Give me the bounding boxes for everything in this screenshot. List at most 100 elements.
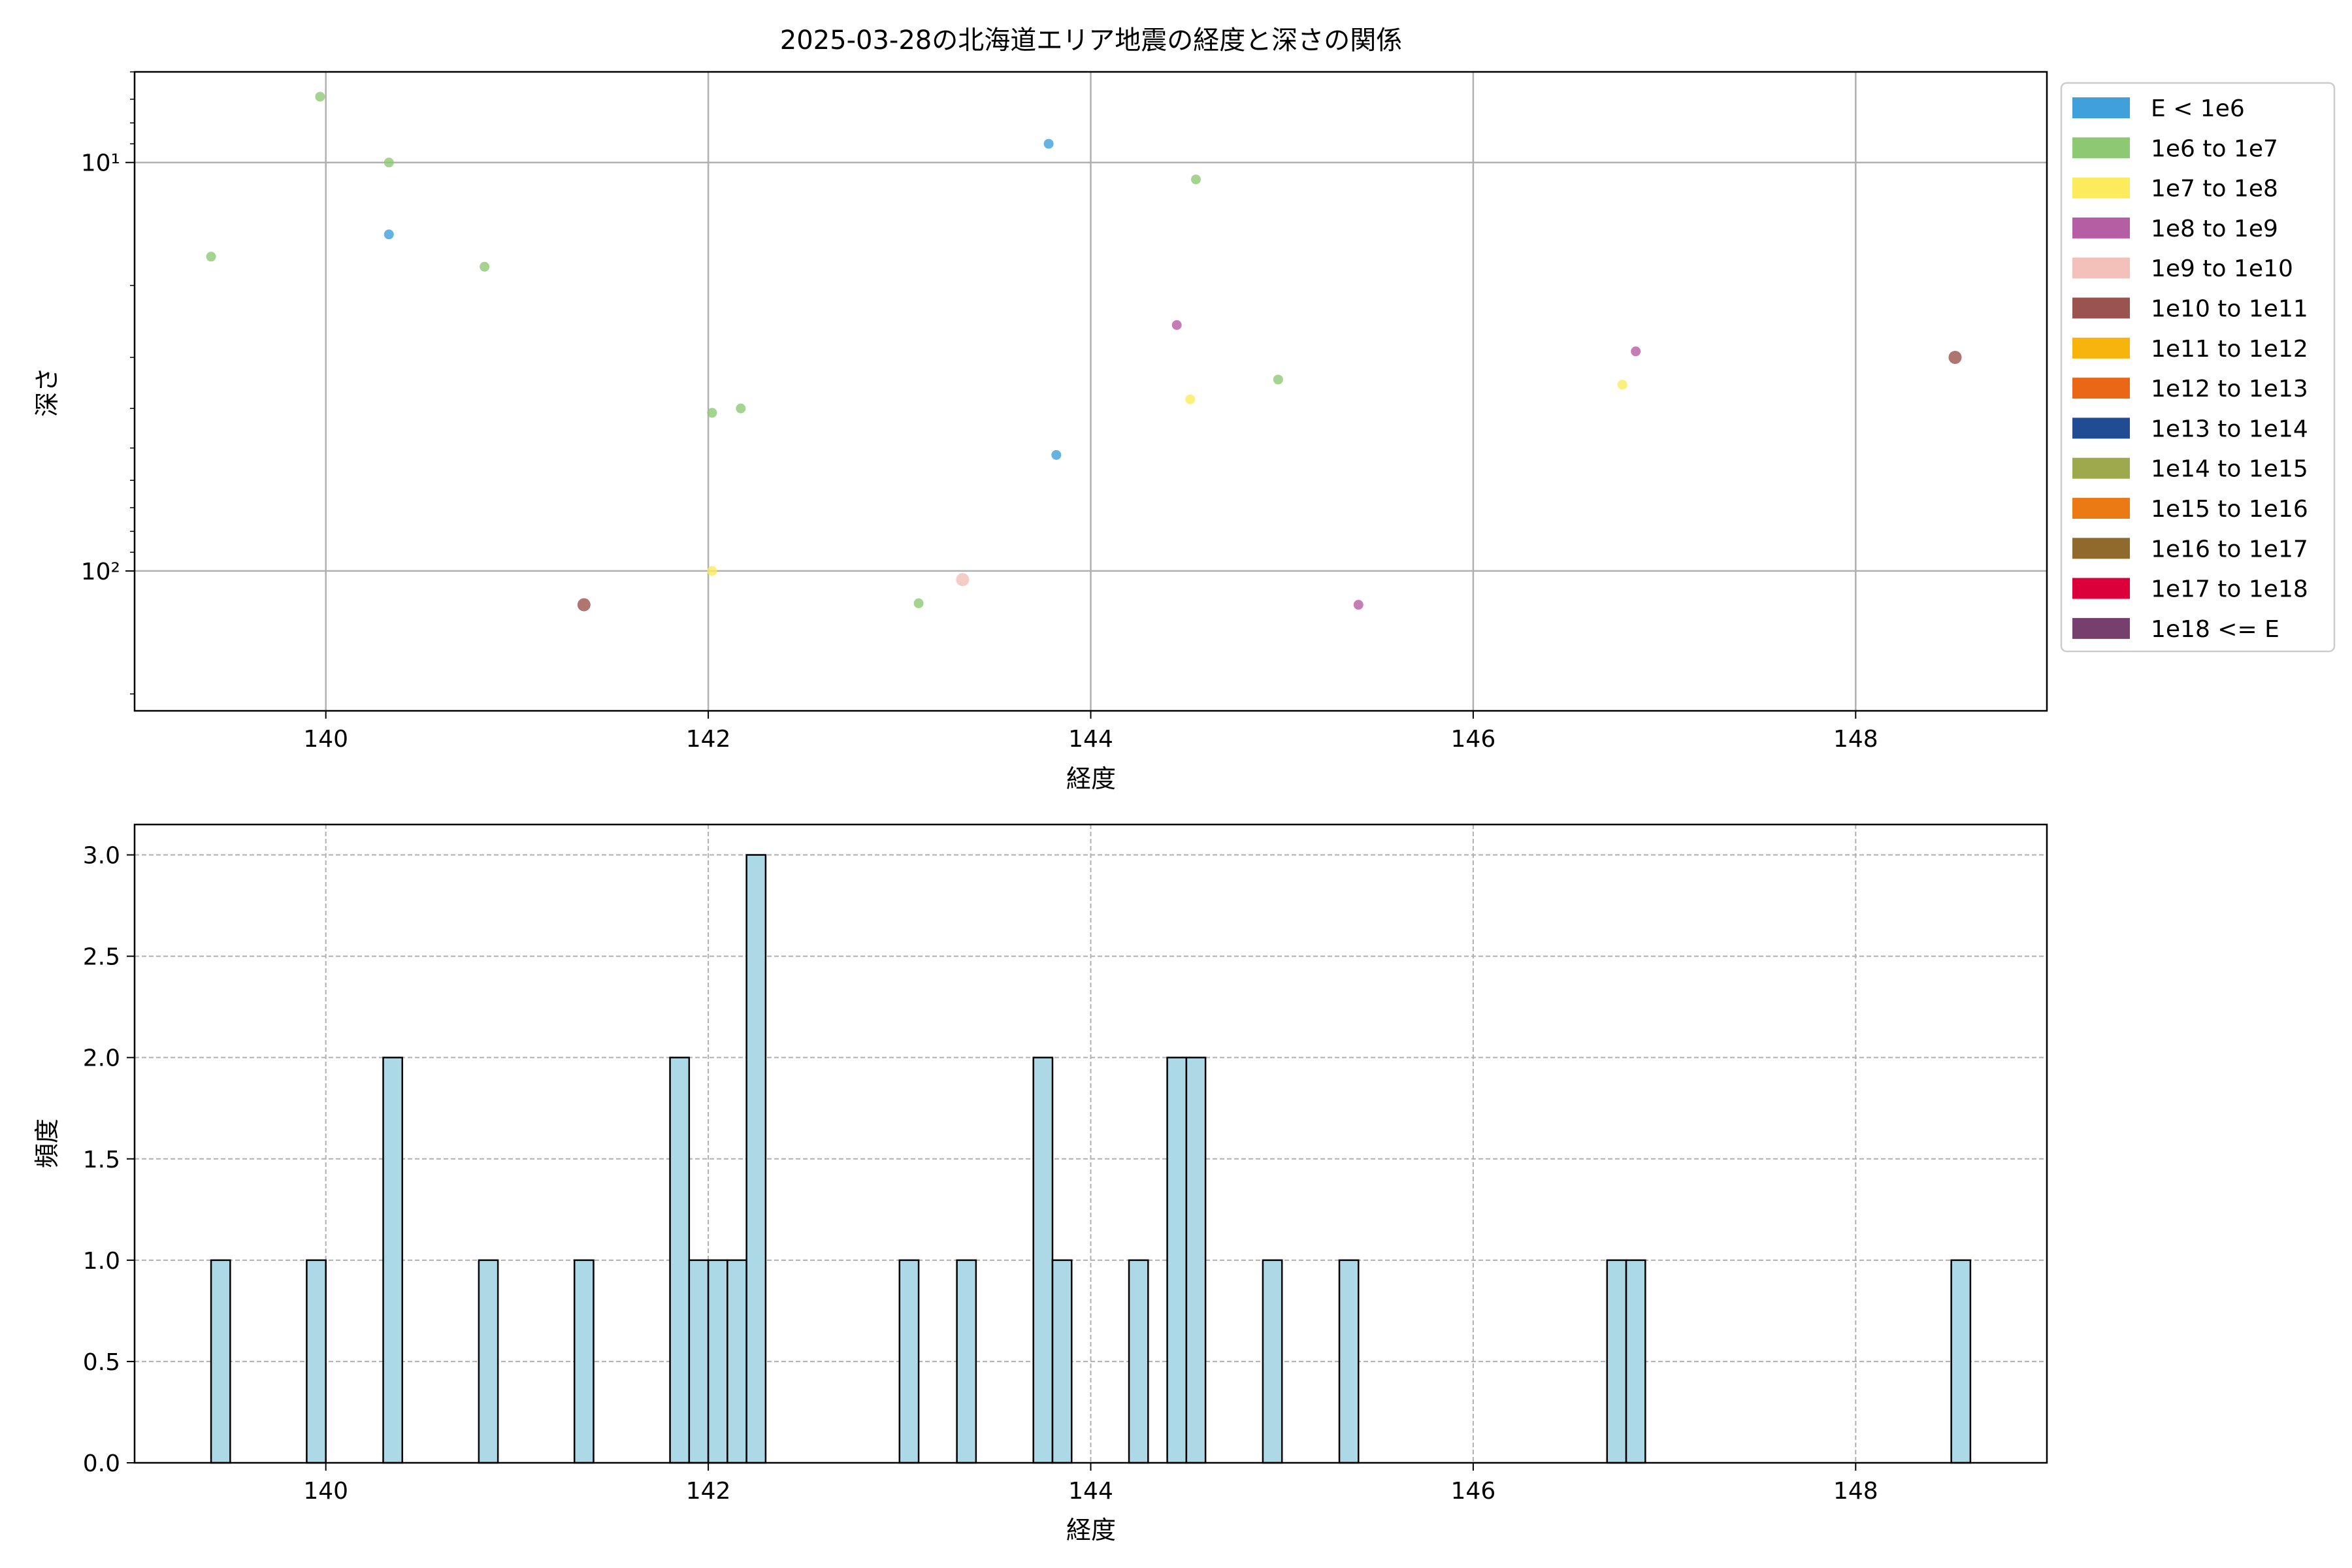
histogram-bar (745, 854, 767, 1464)
histogram-bar (1950, 1259, 1972, 1464)
histogram-bar (1338, 1259, 1360, 1464)
scatter-point (1631, 346, 1641, 357)
histogram-bar (707, 1259, 728, 1464)
legend-swatch (2072, 457, 2130, 479)
histogram-bar (1032, 1056, 1054, 1464)
legend-swatch (2072, 337, 2130, 359)
histogram-y-tick-label: 1.5 (83, 1147, 120, 1173)
histogram-x-tick-label: 148 (1833, 1478, 1878, 1505)
scatter-point (1190, 174, 1201, 185)
histogram-y-axis-label: 頻度 (33, 1119, 61, 1168)
scatter-y-ticks: 10¹ 10² (81, 71, 135, 694)
scatter-point (1617, 380, 1627, 390)
scatter-panel: 2025-03-28の北海道エリア地震の経度と深さの関係 140 142 144 14… (33, 25, 2336, 793)
legend-label: 1e17 to 1e18 (2151, 576, 2308, 603)
scatter-point (1171, 319, 1182, 330)
legend-swatch (2072, 137, 2130, 159)
histogram-x-tick-label: 142 (686, 1478, 731, 1505)
histogram-bar (1625, 1259, 1646, 1464)
histogram-x-tick-label: 140 (303, 1478, 348, 1505)
legend-swatch (2072, 498, 2130, 519)
legend-label: 1e8 to 1e9 (2151, 216, 2278, 242)
scatter-point (1185, 394, 1196, 404)
legend-label: 1e6 to 1e7 (2151, 135, 2278, 162)
scatter-point (1051, 449, 1062, 460)
legend-swatch (2072, 538, 2130, 559)
legend-swatch (2072, 177, 2130, 199)
legend-label: 1e16 to 1e17 (2151, 536, 2308, 563)
scatter-grid (135, 72, 2047, 711)
scatter-x-ticks: 140 142 144 146 148 (303, 711, 1878, 753)
histogram-bar (573, 1259, 595, 1464)
scatter-point (315, 91, 325, 102)
legend-swatch (2072, 378, 2130, 399)
histogram-x-axis-label: 経度 (1066, 1516, 1116, 1544)
scatter-point (913, 598, 924, 608)
legend-swatch (2072, 217, 2130, 238)
scatter-y-axis-label: 深さ (33, 367, 61, 417)
histogram-bar (1606, 1259, 1627, 1464)
legend-label: 1e14 to 1e15 (2151, 456, 2308, 483)
legend-swatch (2072, 297, 2130, 319)
histogram-bar (210, 1259, 231, 1464)
legend-label: 1e12 to 1e13 (2151, 376, 2308, 402)
scatter-x-tick-label: 140 (303, 726, 348, 753)
histogram-y-tick-label: 0.5 (83, 1349, 120, 1376)
histogram-grid (135, 825, 2047, 1463)
scatter-point (384, 229, 394, 240)
legend-label: E < 1e6 (2151, 95, 2245, 122)
legend-swatch (2072, 417, 2130, 439)
legend-items: E < 1e6 1e6 to 1e7 1e7 to 1e8 1e8 to 1e9 1e9… (2072, 95, 2308, 643)
histogram-bar (727, 1259, 747, 1464)
scatter-point (956, 573, 970, 587)
scatter-title: 2025-03-28の北海道エリア地震の経度と深さの関係 (780, 25, 1402, 56)
scatter-points (206, 91, 1962, 612)
scatter-x-tick-label: 144 (1068, 726, 1113, 753)
histogram-bar (669, 1056, 691, 1464)
scatter-point (736, 403, 746, 414)
scatter-point (1948, 351, 1962, 365)
legend-swatch (2072, 578, 2130, 599)
scatter-point (1043, 139, 1054, 149)
scatter-point (707, 566, 717, 576)
histogram-y-ticks: 0.0 0.5 1.0 1.5 2.0 2.5 3.0 (83, 843, 135, 1477)
scatter-point (1273, 374, 1283, 385)
legend-label: 1e10 to 1e11 (2151, 296, 2308, 323)
legend-label: 1e18 <= E (2151, 616, 2279, 643)
scatter-point (707, 408, 717, 418)
scatter-point (384, 157, 394, 168)
histogram-y-tick-label: 0.0 (83, 1450, 120, 1477)
scatter-point (1353, 600, 1364, 610)
histogram-y-tick-label: 3.0 (83, 843, 120, 870)
legend-label: 1e13 to 1e14 (2151, 416, 2308, 442)
legend-swatch (2072, 257, 2130, 279)
legend: E < 1e6 1e6 to 1e7 1e7 to 1e8 1e8 to 1e9 1e9… (2060, 82, 2336, 653)
histogram-bar (1185, 1056, 1207, 1464)
histogram-x-tick-label: 146 (1451, 1478, 1496, 1505)
histogram-bar (382, 1056, 404, 1464)
legend-label: 1e15 to 1e16 (2151, 496, 2308, 523)
histogram-x-tick-label: 144 (1068, 1478, 1113, 1505)
histogram-x-ticks: 140 142 144 146 148 (303, 1463, 1878, 1505)
histogram-panel: 140 142 144 146 148 0.0 0.5 1.0 1.5 2.0 2.5 3.0 経度… (33, 823, 2048, 1544)
histogram-bar (688, 1259, 710, 1464)
histogram-bar (1166, 1056, 1188, 1464)
scatter-point (577, 598, 591, 612)
histogram-y-tick-label: 2.5 (83, 944, 120, 971)
legend-label: 1e11 to 1e12 (2151, 336, 2308, 363)
scatter-x-tick-label: 146 (1451, 726, 1496, 753)
histogram-bar (1051, 1259, 1073, 1464)
scatter-x-axis-label: 経度 (1066, 764, 1116, 793)
histogram-bar (898, 1259, 920, 1464)
scatter-y-tick-label: 10¹ (81, 150, 120, 177)
scatter-x-tick-label: 142 (686, 726, 731, 753)
legend-label: 1e9 to 1e10 (2151, 255, 2293, 282)
histogram-bar (1128, 1259, 1149, 1464)
histogram-bar (1262, 1259, 1283, 1464)
legend-frame (2060, 82, 2336, 653)
histogram-bar (956, 1259, 977, 1464)
histogram-bar (306, 1259, 327, 1464)
histogram-y-tick-label: 1.0 (83, 1248, 120, 1275)
scatter-point (480, 261, 490, 272)
